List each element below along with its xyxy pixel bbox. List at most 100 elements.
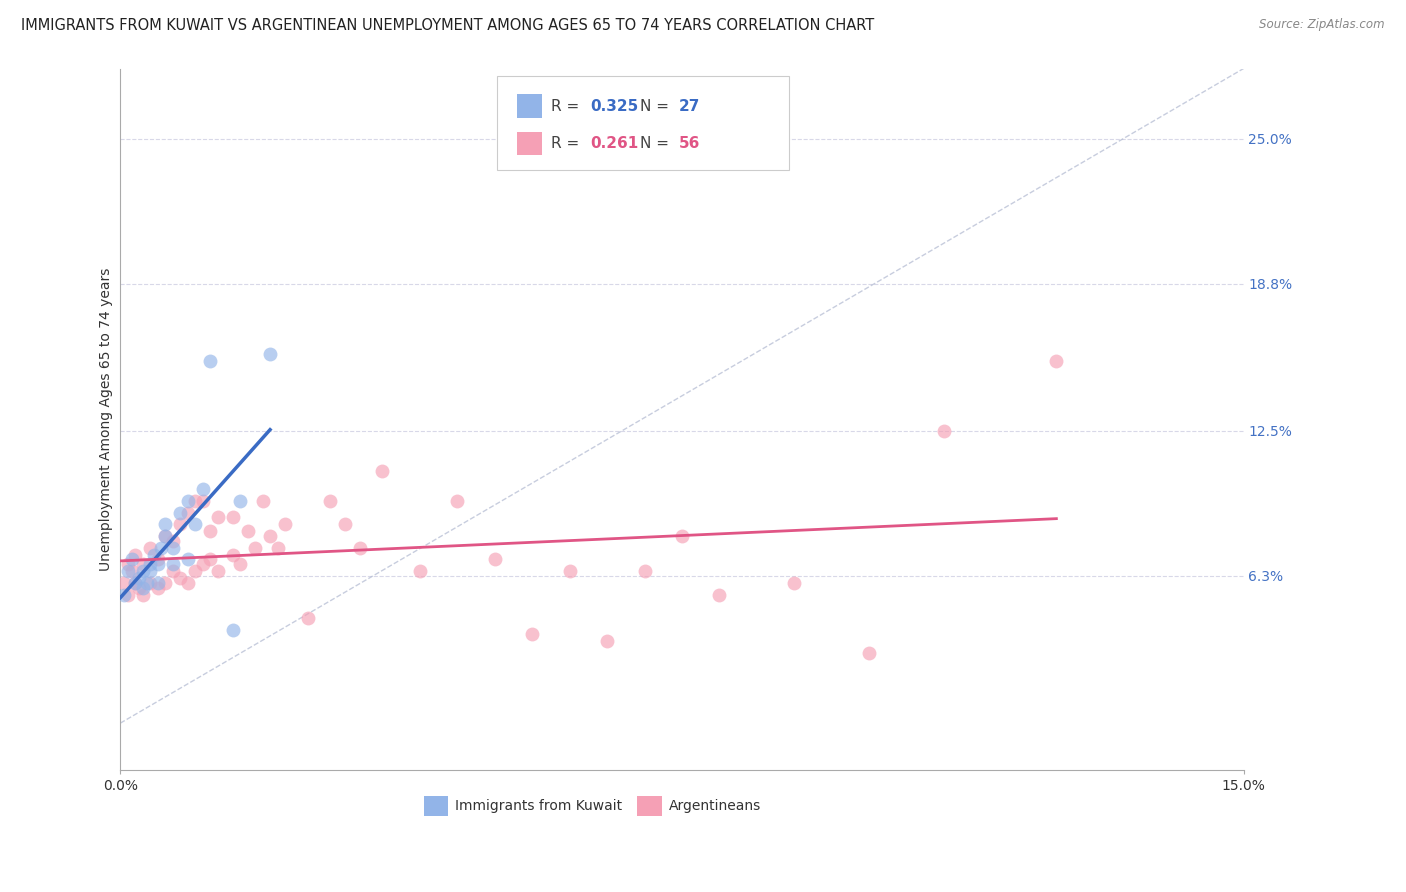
Text: 0.325: 0.325: [591, 99, 638, 114]
Point: [184, 494, 207, 508]
FancyBboxPatch shape: [637, 796, 662, 815]
Point: [709, 588, 731, 602]
Text: Immigrants from Kuwait: Immigrants from Kuwait: [456, 798, 623, 813]
Text: N =: N =: [640, 136, 675, 151]
Point: [184, 564, 207, 578]
Point: [319, 494, 342, 508]
Point: [155, 529, 177, 543]
Text: 0.261: 0.261: [591, 136, 638, 151]
Point: [484, 552, 506, 566]
Point: [121, 564, 143, 578]
Point: [371, 464, 394, 478]
Text: Argentineans: Argentineans: [668, 798, 761, 813]
Point: [207, 564, 229, 578]
Text: IMMIGRANTS FROM KUWAIT VS ARGENTINEAN UNEMPLOYMENT AMONG AGES 65 TO 74 YEARS COR: IMMIGRANTS FROM KUWAIT VS ARGENTINEAN UN…: [21, 18, 875, 33]
Point: [221, 548, 243, 562]
Point: [184, 517, 207, 532]
Text: 56: 56: [679, 136, 700, 151]
Point: [139, 564, 162, 578]
Point: [259, 347, 281, 361]
Text: R =: R =: [551, 136, 583, 151]
Text: R =: R =: [551, 99, 583, 114]
FancyBboxPatch shape: [517, 95, 541, 118]
Point: [236, 524, 259, 539]
Point: [1045, 353, 1067, 368]
Point: [146, 575, 169, 590]
Point: [783, 575, 806, 590]
Point: [146, 557, 169, 571]
Point: [139, 557, 162, 571]
Point: [132, 557, 155, 571]
Point: [121, 552, 143, 566]
FancyBboxPatch shape: [517, 132, 541, 155]
Text: 27: 27: [679, 99, 700, 114]
Point: [297, 611, 319, 625]
Point: [333, 517, 356, 532]
Point: [132, 588, 155, 602]
Point: [177, 552, 200, 566]
Point: [221, 510, 243, 524]
Point: [155, 517, 177, 532]
Point: [349, 541, 371, 555]
Point: [198, 552, 221, 566]
Point: [858, 646, 880, 660]
Point: [522, 627, 544, 641]
Point: [259, 529, 281, 543]
Text: N =: N =: [640, 99, 675, 114]
Point: [117, 588, 139, 602]
Point: [243, 541, 266, 555]
FancyBboxPatch shape: [423, 796, 449, 815]
Point: [191, 483, 214, 497]
Point: [169, 506, 191, 520]
Text: Source: ZipAtlas.com: Source: ZipAtlas.com: [1260, 18, 1385, 31]
Point: [155, 575, 177, 590]
Point: [124, 548, 146, 562]
Point: [135, 575, 157, 590]
Point: [274, 517, 297, 532]
Point: [932, 424, 955, 438]
Point: [177, 575, 200, 590]
Point: [191, 494, 214, 508]
Point: [155, 529, 177, 543]
Point: [409, 564, 432, 578]
Point: [139, 541, 162, 555]
Point: [252, 494, 274, 508]
Point: [169, 571, 191, 585]
Point: [162, 564, 184, 578]
Point: [132, 564, 155, 578]
Point: [162, 533, 184, 548]
Point: [117, 564, 139, 578]
Point: [117, 557, 139, 571]
Point: [128, 581, 150, 595]
Point: [150, 541, 173, 555]
Point: [139, 575, 162, 590]
Point: [266, 541, 288, 555]
Point: [143, 548, 166, 562]
Point: [128, 571, 150, 585]
Point: [446, 494, 468, 508]
Point: [162, 557, 184, 571]
Point: [177, 494, 200, 508]
Point: [229, 557, 252, 571]
Point: [146, 581, 169, 595]
Point: [132, 581, 155, 595]
Point: [207, 510, 229, 524]
Point: [191, 557, 214, 571]
Point: [177, 506, 200, 520]
Point: [198, 524, 221, 539]
Point: [229, 494, 252, 508]
Point: [633, 564, 655, 578]
Point: [198, 353, 221, 368]
Point: [596, 634, 619, 648]
Point: [112, 575, 135, 590]
Point: [169, 517, 191, 532]
Point: [558, 564, 581, 578]
Point: [124, 575, 146, 590]
Point: [162, 541, 184, 555]
Point: [112, 588, 135, 602]
Point: [221, 623, 243, 637]
Point: [146, 552, 169, 566]
Y-axis label: Unemployment Among Ages 65 to 74 years: Unemployment Among Ages 65 to 74 years: [100, 268, 114, 571]
Point: [671, 529, 693, 543]
FancyBboxPatch shape: [496, 76, 789, 170]
